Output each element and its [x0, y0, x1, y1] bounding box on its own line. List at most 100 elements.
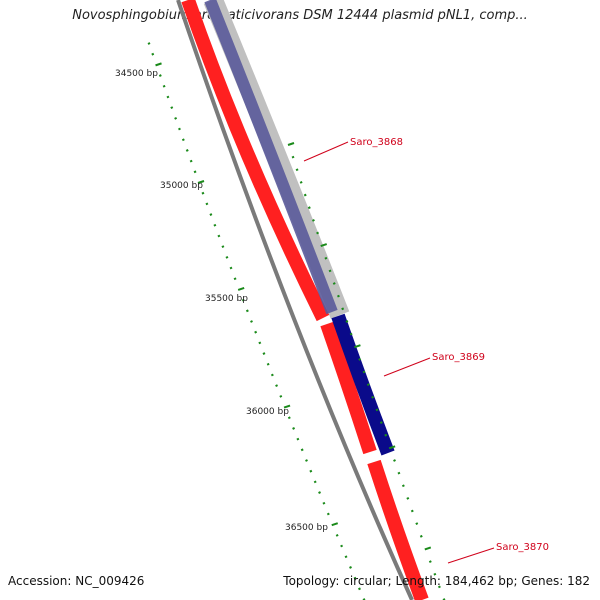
- gene-leader-line: [383, 357, 431, 377]
- ruler-tick: [318, 491, 321, 494]
- ruler-tick: [189, 159, 193, 163]
- ruler-tick: [254, 330, 258, 334]
- ruler-tick: [166, 95, 170, 99]
- gene-leader-line: [447, 547, 495, 564]
- ruler-tick: [428, 560, 432, 563]
- ruler-tick: [201, 191, 205, 195]
- ruler-tick: [379, 421, 383, 424]
- ruler-tick: [307, 206, 311, 210]
- ruler-tick: [324, 256, 328, 260]
- ruler-tick: [384, 433, 388, 437]
- ruler-tick: [433, 572, 437, 576]
- ruler-tick: [410, 509, 414, 513]
- ruler-tick: [358, 357, 362, 361]
- ruler-tick: [335, 533, 339, 537]
- ruler-tick: [151, 52, 155, 56]
- backbone-line: [176, 0, 414, 600]
- ruler-tick: [388, 445, 396, 450]
- ruler-tick: [336, 294, 340, 298]
- ruler-tick: [250, 320, 253, 323]
- ruler-tick: [162, 84, 166, 88]
- ruler-tick: [415, 522, 419, 526]
- ruler-tick: [341, 307, 345, 311]
- ruler-tick: [316, 231, 320, 235]
- ruler-tick: [237, 286, 245, 291]
- gene-label-saro-3869[interactable]: Saro_3869: [432, 352, 485, 363]
- ruler-tick: [170, 106, 174, 110]
- gene-saro-3869[interactable]: [331, 313, 395, 456]
- ruler-tick: [349, 566, 352, 569]
- bp-label: 35000 bp: [160, 181, 203, 191]
- bp-label: 34500 bp: [115, 69, 158, 79]
- ruler-ticks: [147, 42, 446, 600]
- ruler-tick: [305, 459, 308, 462]
- ruler-tick: [279, 394, 283, 398]
- ruler-tick: [291, 155, 295, 159]
- ruler-tick: [345, 320, 349, 323]
- ruler-tick: [233, 277, 237, 281]
- ruler-tick: [354, 344, 361, 349]
- gene-leader-line: [303, 141, 349, 162]
- ruler-tick: [326, 512, 330, 516]
- ruler-tick: [295, 168, 299, 172]
- ruler-tick: [328, 269, 332, 273]
- ruler-tick: [371, 395, 375, 399]
- ruler-tick: [266, 362, 270, 366]
- ruler-tick: [213, 223, 217, 227]
- ruler-tick: [296, 437, 300, 441]
- ruler-tick: [147, 42, 151, 45]
- ruler-tick: [287, 416, 291, 420]
- ruler-tick: [300, 448, 304, 452]
- ruler-tick: [217, 234, 221, 238]
- summary-text: Topology: circular; Length: 184,462 bp; …: [283, 574, 590, 588]
- reverse-gene-segment[interactable]: [367, 459, 429, 600]
- ruler-tick: [205, 202, 209, 206]
- ruler-tick: [193, 170, 197, 174]
- ruler-tick: [419, 534, 423, 538]
- ruler-tick: [241, 298, 245, 302]
- ruler-tick: [393, 459, 396, 462]
- ruler-tick: [258, 341, 262, 345]
- ruler-tick: [311, 218, 315, 222]
- bp-label: 36500 bp: [285, 523, 328, 533]
- ruler-tick: [158, 74, 162, 77]
- gene-saro-3868[interactable]: [204, 0, 338, 315]
- ruler-tick: [262, 352, 266, 355]
- ruler-tick: [332, 282, 336, 285]
- ruler-tick: [322, 501, 326, 505]
- ruler-tick: [397, 471, 401, 475]
- ruler-tick: [221, 245, 225, 249]
- ruler-tick: [331, 522, 339, 527]
- ruler-tick: [320, 243, 328, 248]
- ruler-tick: [424, 546, 432, 551]
- gene-label-saro-3868[interactable]: Saro_3868: [350, 137, 403, 148]
- reverse-gene-segment[interactable]: [181, 0, 330, 322]
- ruler-tick: [299, 181, 303, 184]
- ruler-tick: [309, 469, 313, 473]
- ruler-tick: [303, 193, 307, 197]
- ruler-tick: [362, 370, 366, 374]
- reverse-gene-segment[interactable]: [320, 321, 377, 455]
- ruler-tick: [245, 309, 249, 313]
- ruler-tick: [178, 127, 181, 131]
- ruler-tick: [344, 555, 348, 559]
- ruler-tick: [340, 544, 344, 548]
- ruler-tick: [437, 585, 441, 589]
- bp-label: 35500 bp: [205, 294, 248, 304]
- ruler-tick: [155, 62, 162, 67]
- ruler-tick: [353, 576, 357, 580]
- ruler-tick: [406, 496, 410, 500]
- gene-label-saro-3870[interactable]: Saro_3870: [496, 542, 549, 553]
- accession-text: Accession: NC_009426: [8, 574, 145, 588]
- ruler-tick: [313, 480, 317, 484]
- ruler-tick: [292, 427, 296, 430]
- ruler-tick: [209, 213, 213, 216]
- ruler-tick: [358, 587, 361, 591]
- ruler-tick: [174, 116, 178, 120]
- ruler-tick: [229, 266, 233, 270]
- ruler-tick: [197, 180, 205, 184]
- ruler-tick: [181, 138, 185, 142]
- ruler-tick: [270, 373, 274, 377]
- ruler-tick: [366, 383, 370, 387]
